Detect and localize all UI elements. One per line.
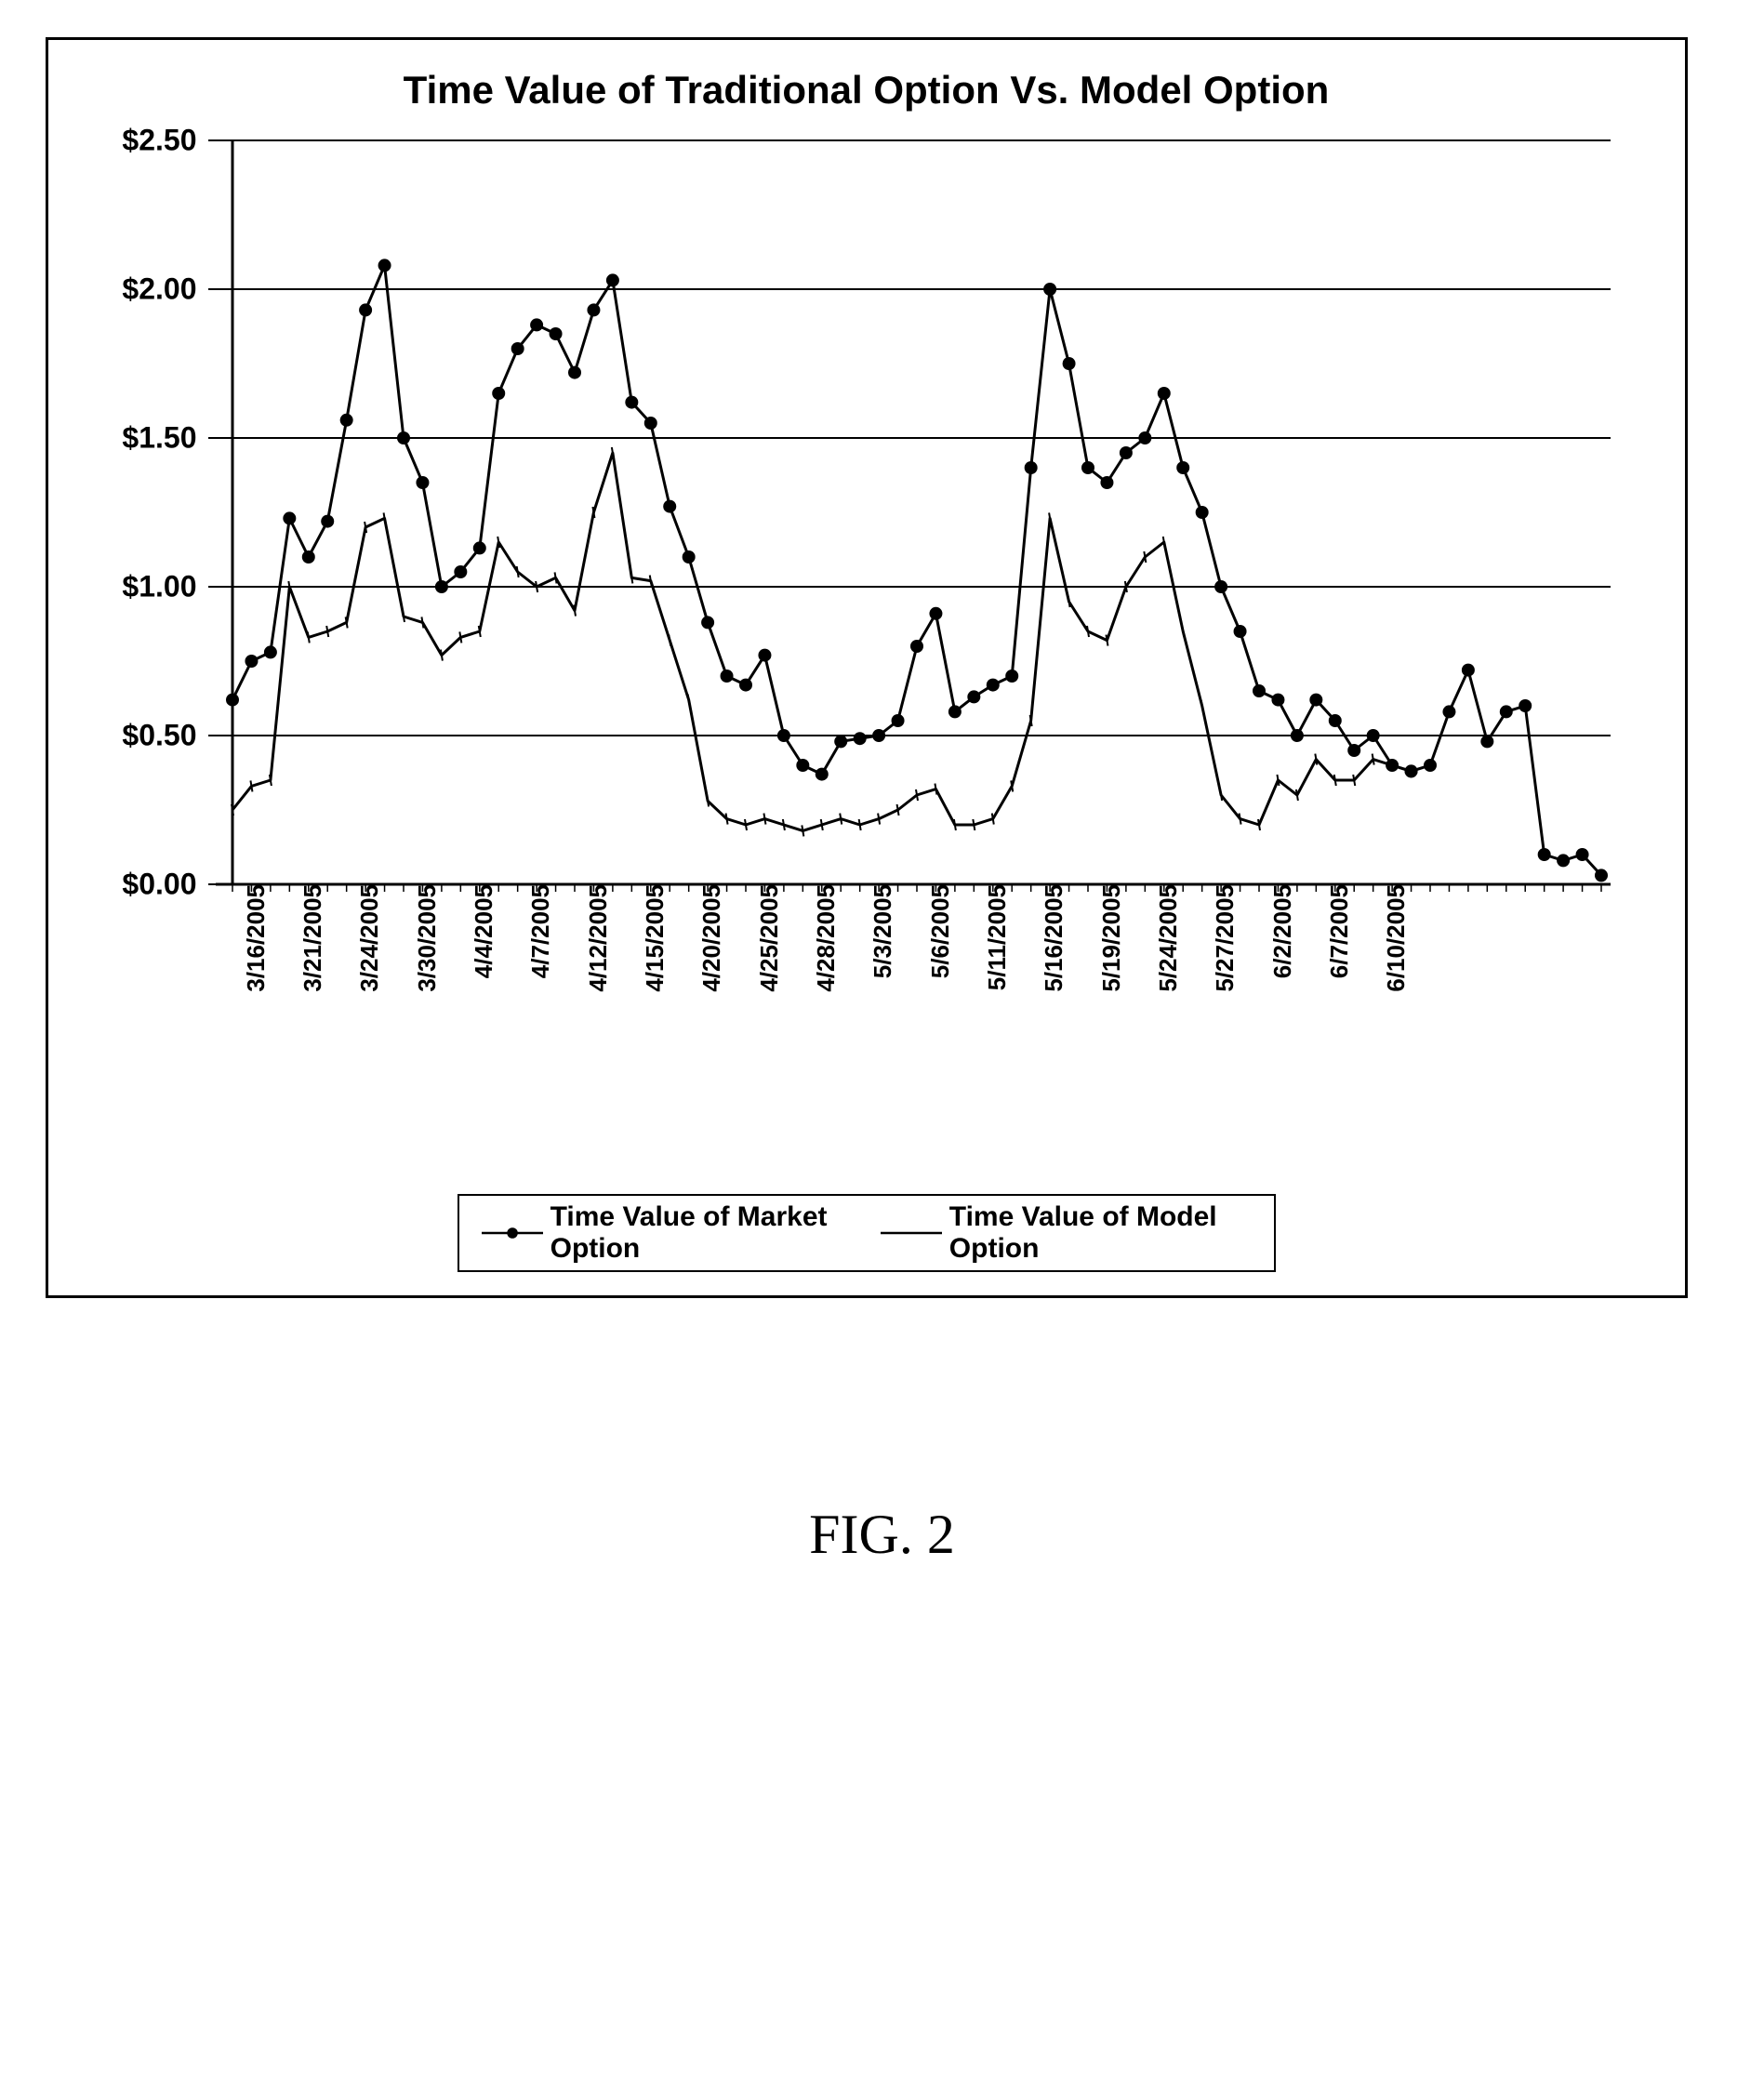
legend-marker-circle-icon: [482, 1222, 543, 1244]
x-tick-label: 4/25/2005: [746, 884, 784, 992]
y-tick-label: $0.00: [122, 868, 215, 902]
y-tick-label: $1.00: [122, 570, 215, 604]
chart-title: Time Value of Traditional Option Vs. Mod…: [76, 68, 1657, 113]
x-tick-label: 6/7/2005: [1316, 884, 1354, 978]
chart-svg: [216, 140, 1611, 884]
x-tick-label: 3/16/2005: [232, 884, 271, 992]
x-tick-label: 4/15/2005: [631, 884, 670, 992]
y-tick-label: $2.50: [122, 124, 215, 158]
x-tick-label: 5/11/2005: [974, 884, 1012, 990]
x-tick-label: 5/19/2005: [1088, 884, 1126, 992]
x-tick-label: 5/16/2005: [1030, 884, 1068, 992]
x-tick-label: 4/4/2005: [460, 884, 498, 978]
legend-item-market: Time Value of Market Option: [482, 1201, 860, 1265]
x-tick-label: 6/10/2005: [1373, 884, 1411, 992]
x-tick-label: 6/2/2005: [1259, 884, 1297, 978]
x-tick-label: 4/20/2005: [688, 884, 726, 992]
legend: Time Value of Market Option Time Value o…: [458, 1194, 1276, 1272]
chart-container: Time Value of Traditional Option Vs. Mod…: [46, 37, 1688, 1298]
x-tick-label: 4/28/2005: [802, 884, 841, 992]
legend-box: Time Value of Market Option Time Value o…: [458, 1194, 1276, 1272]
figure-caption: FIG. 2: [46, 1503, 1719, 1567]
legend-marker-tick-icon: [881, 1222, 942, 1244]
x-tick-label: 5/24/2005: [1145, 884, 1183, 992]
x-tick-label: 4/12/2005: [575, 884, 613, 992]
legend-label: Time Value of Model Option: [949, 1201, 1252, 1265]
x-tick-label: 4/7/2005: [517, 884, 555, 978]
legend-label: Time Value of Market Option: [550, 1201, 860, 1265]
y-tick-label: $0.50: [122, 719, 215, 753]
figure-wrap: Time Value of Traditional Option Vs. Mod…: [46, 37, 1719, 1567]
y-tick-label: $1.50: [122, 421, 215, 456]
x-tick-label: 3/24/2005: [346, 884, 384, 992]
plot-area: $0.00$0.50$1.00$1.50$2.00$2.503/16/20053…: [216, 140, 1611, 884]
x-tick-label: 3/21/2005: [289, 884, 327, 992]
x-tick-label: 3/30/2005: [404, 884, 442, 992]
y-tick-label: $2.00: [122, 272, 215, 307]
x-tick-label: 5/6/2005: [917, 884, 955, 978]
legend-item-model: Time Value of Model Option: [881, 1201, 1252, 1265]
x-tick-label: 5/27/2005: [1201, 884, 1240, 992]
x-tick-label: 5/3/2005: [859, 884, 897, 978]
